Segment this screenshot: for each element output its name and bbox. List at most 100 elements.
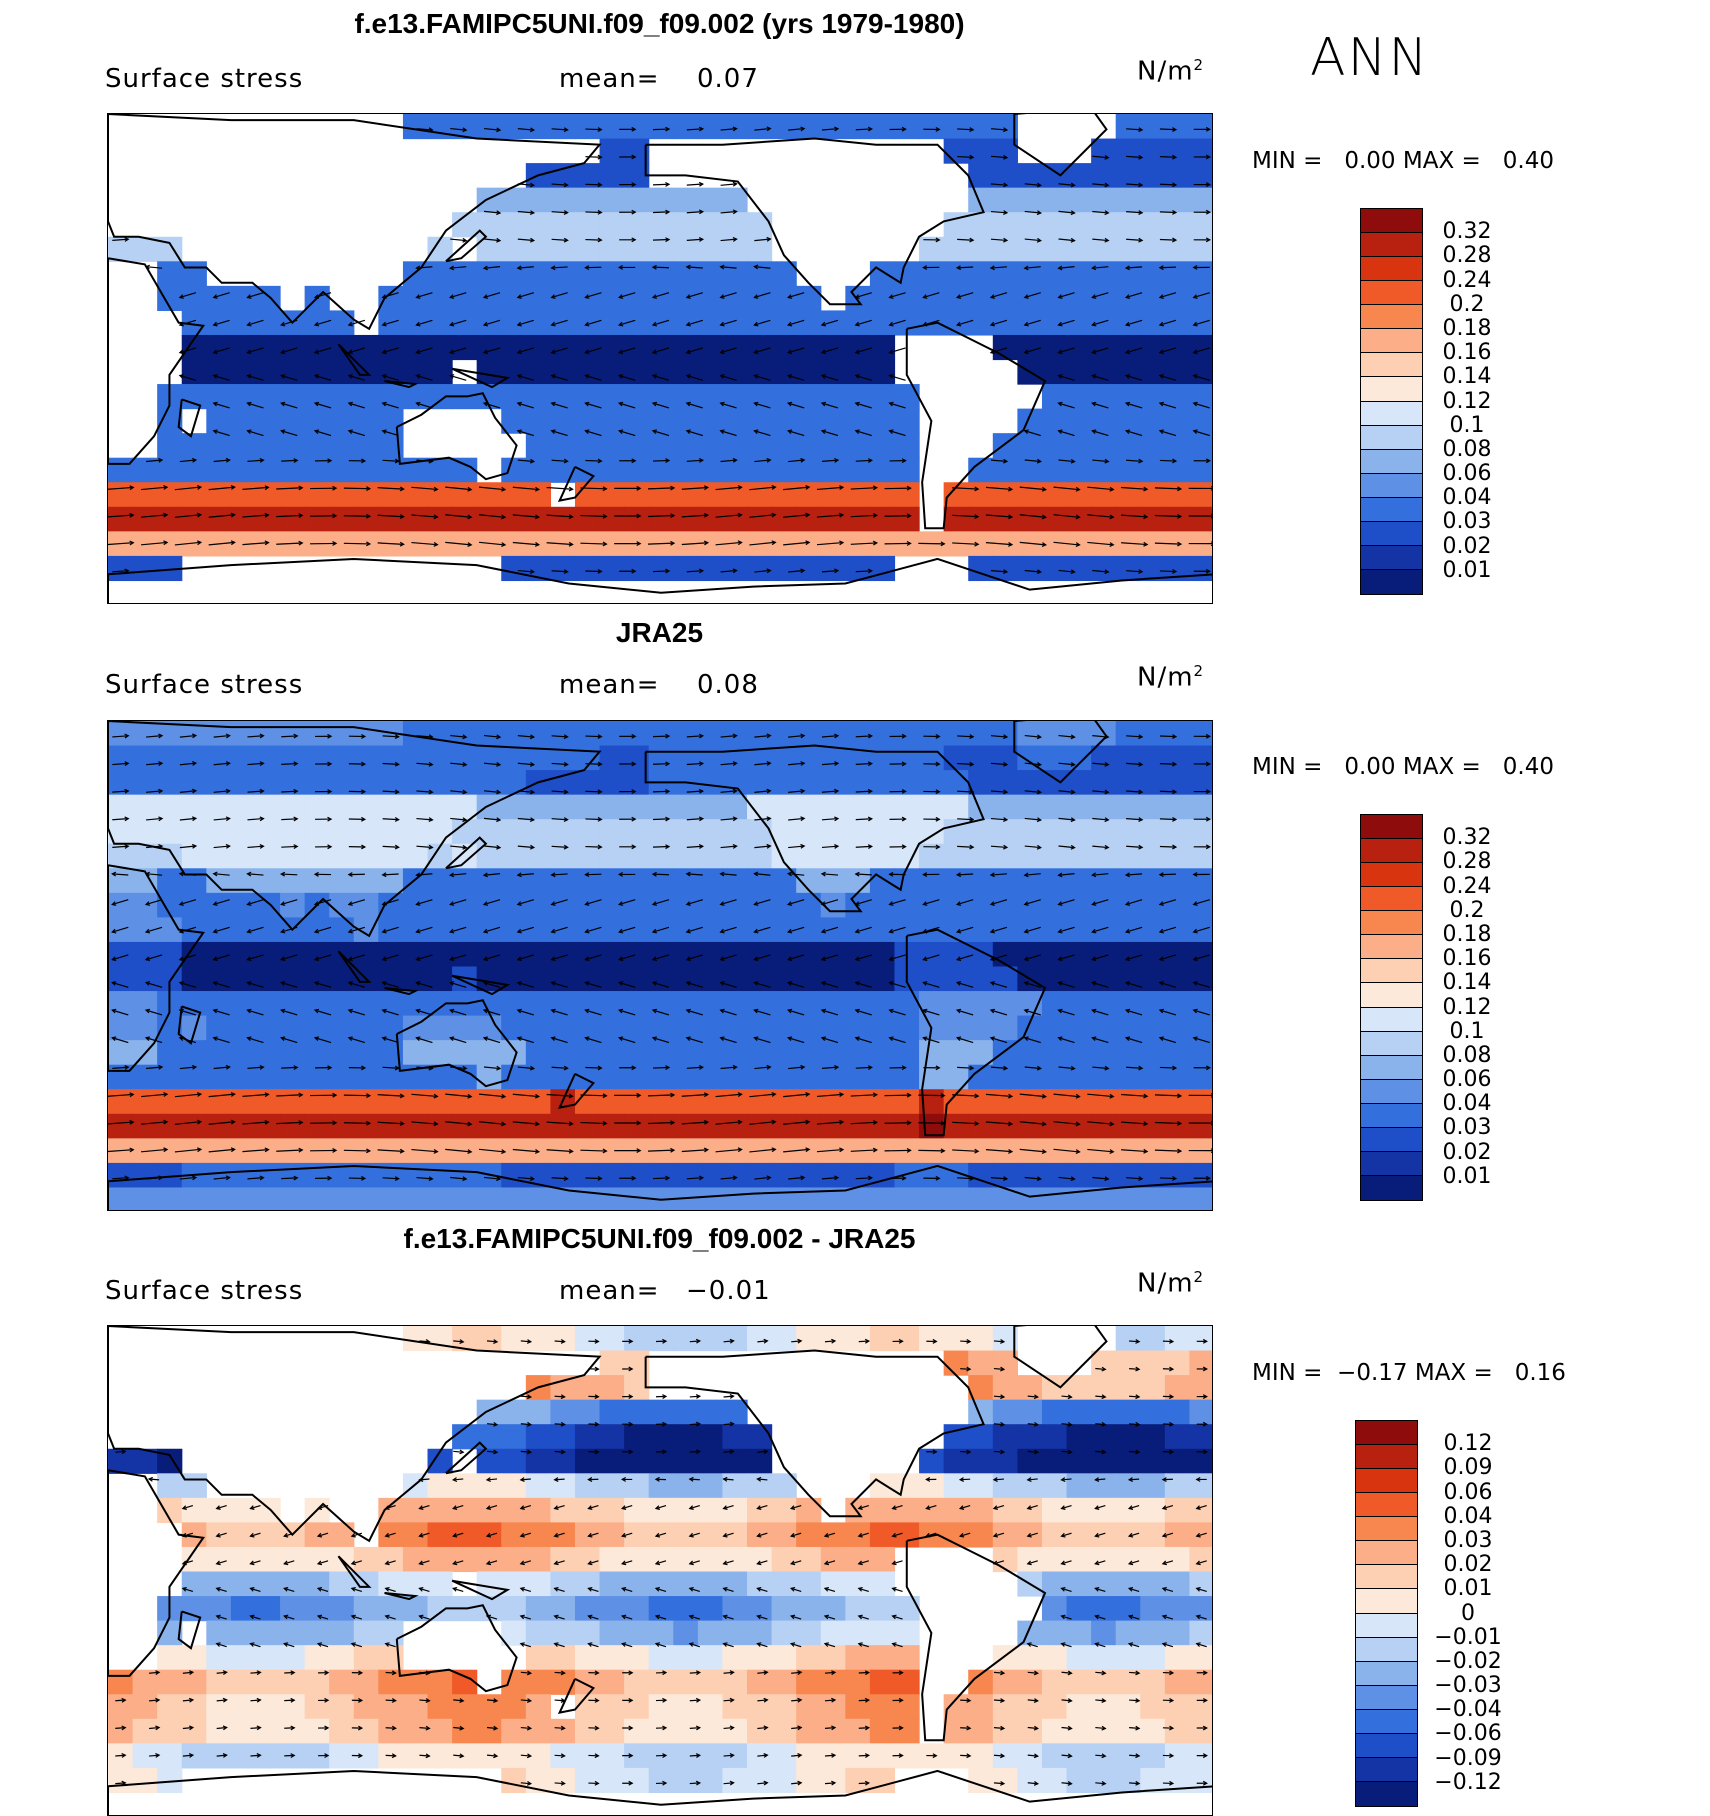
field-cell (133, 795, 158, 820)
field-cell (968, 139, 993, 164)
field-cell (894, 433, 919, 458)
field-cell (894, 721, 919, 746)
field-cell (649, 360, 674, 385)
field-cell (919, 114, 944, 139)
field-cell (403, 1163, 428, 1188)
field-cell (255, 1572, 280, 1597)
field-cell (968, 1473, 993, 1498)
field-cell (280, 433, 305, 458)
field-cell (452, 1547, 477, 1572)
field-cell (428, 893, 453, 918)
field-cell (354, 1187, 379, 1211)
field-cell (649, 1621, 674, 1646)
field-cell (993, 1016, 1018, 1041)
field-cell (182, 795, 207, 820)
stress-vector (585, 874, 601, 875)
field-cell (1116, 1645, 1141, 1670)
field-cell (870, 1114, 895, 1139)
field-cell (501, 893, 526, 918)
field-cell (280, 1694, 305, 1719)
field-cell (796, 942, 821, 967)
field-cell (1189, 1719, 1213, 1744)
field-cell (526, 1645, 551, 1670)
field-cell (575, 868, 600, 893)
field-cell (182, 1473, 207, 1498)
field-cell (354, 482, 379, 507)
field-cell (403, 795, 428, 820)
field-cell (968, 188, 993, 213)
field-cell (796, 819, 821, 844)
field-cell (796, 507, 821, 532)
field-cell (821, 433, 846, 458)
field-cell (550, 188, 575, 213)
field-cell (698, 1572, 723, 1597)
field-cell (968, 1326, 993, 1351)
field-cell (329, 1040, 354, 1065)
field-cell (600, 1424, 625, 1449)
field-cell (133, 507, 158, 532)
field-cell (821, 1547, 846, 1572)
field-cell (894, 1326, 919, 1351)
field-cell (1140, 261, 1165, 286)
field-cell (772, 482, 797, 507)
field-cell (944, 114, 969, 139)
field-cell (649, 746, 674, 771)
field-cell (1067, 1424, 1092, 1449)
field-cell (1140, 237, 1165, 262)
colorbar-swatch (1361, 935, 1422, 959)
field-cell (1017, 1547, 1042, 1572)
field-cell (722, 1114, 747, 1139)
field-cell (624, 556, 649, 581)
field-cell (526, 795, 551, 820)
field-cell (722, 1326, 747, 1351)
field-cell (673, 261, 698, 286)
field-cell (1017, 1719, 1042, 1744)
field-cell (870, 819, 895, 844)
field-cell (354, 893, 379, 918)
field-cell (305, 360, 330, 385)
field-cell (1116, 967, 1141, 992)
field-cell (894, 746, 919, 771)
field-cell (600, 458, 625, 483)
field-cell (428, 1163, 453, 1188)
field-cell (600, 335, 625, 360)
field-cell (649, 409, 674, 434)
field-cell (280, 1114, 305, 1139)
field-cell (624, 482, 649, 507)
field-cell (501, 991, 526, 1016)
field-cell (329, 433, 354, 458)
field-cell (1017, 409, 1042, 434)
field-cell (575, 261, 600, 286)
field-cell (845, 942, 870, 967)
field-cell (821, 942, 846, 967)
field-cell (894, 261, 919, 286)
field-cell (993, 1114, 1018, 1139)
field-cell (673, 1040, 698, 1065)
field-cell (919, 1498, 944, 1523)
field-cell (1165, 942, 1190, 967)
field-cell (698, 261, 723, 286)
field-cell (673, 556, 698, 581)
field-cell (157, 1719, 182, 1744)
field-cell (550, 1163, 575, 1188)
field-cell (1140, 1065, 1165, 1090)
field-cell (550, 1572, 575, 1597)
field-cell (1140, 1522, 1165, 1547)
field-cell (206, 507, 231, 532)
field-cell (894, 1089, 919, 1114)
variable-label: Surface stress (105, 64, 303, 94)
field-cell (1042, 1621, 1067, 1646)
field-cell (600, 433, 625, 458)
field-cell (1067, 868, 1092, 893)
colorbar-swatch (1361, 209, 1422, 233)
field-cell (477, 1114, 502, 1139)
field-cell (477, 1498, 502, 1523)
field-cell (1140, 746, 1165, 771)
field-cell (698, 335, 723, 360)
field-cell (1091, 1400, 1116, 1425)
field-cell (526, 1621, 551, 1646)
colorbar-swatch (1361, 1104, 1422, 1128)
colorbar (1360, 814, 1423, 1201)
field-cell (1165, 1065, 1190, 1090)
field-cell (1091, 1163, 1116, 1188)
